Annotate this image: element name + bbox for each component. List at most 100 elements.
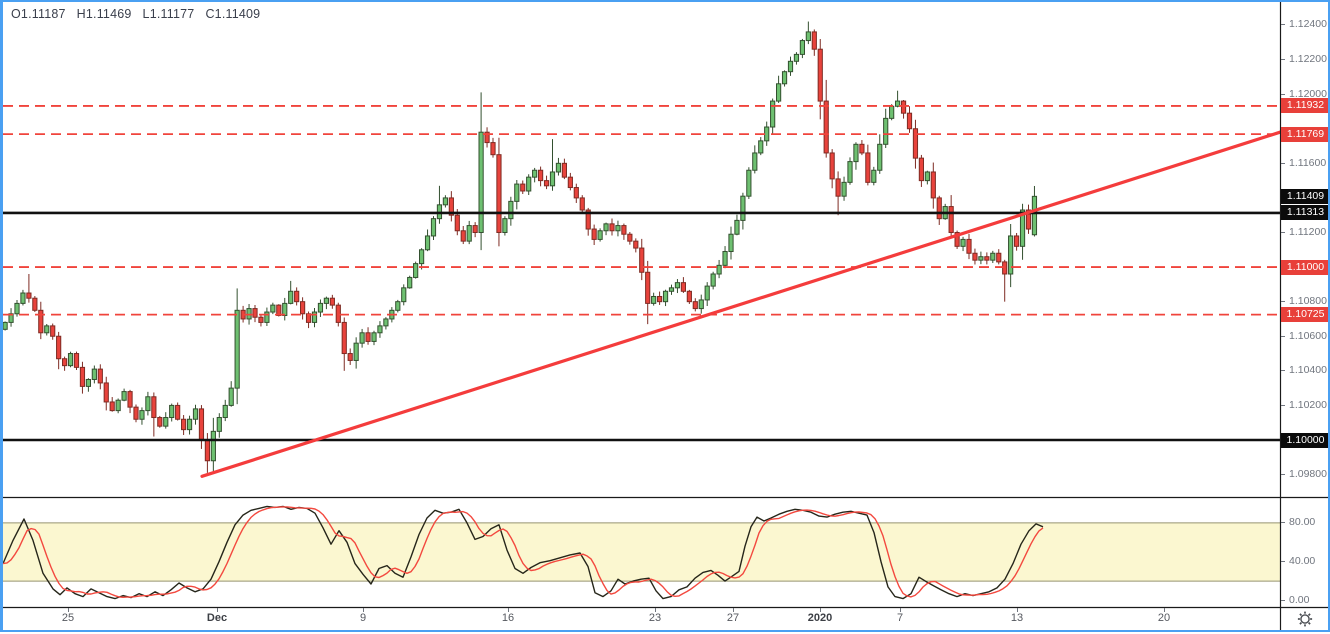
candle-body xyxy=(639,247,645,273)
candle-body xyxy=(216,417,222,432)
candle-body xyxy=(186,418,193,431)
axis-settings-button[interactable] xyxy=(1294,609,1316,629)
candle-body xyxy=(752,152,758,171)
candle-body xyxy=(103,382,109,403)
ohlc-legend: O1.11187 H1.11469 L1.11177 C1.11409 xyxy=(11,7,271,21)
time-tick-label: 20 xyxy=(1157,612,1171,624)
candle-body xyxy=(781,71,788,85)
candle-body xyxy=(139,410,145,420)
candle-body xyxy=(175,404,181,420)
candle-body xyxy=(228,387,234,406)
time-tick-label: 9 xyxy=(359,612,367,624)
candle-body xyxy=(906,112,913,130)
price-tick-label: 1.10200 xyxy=(1289,398,1327,411)
candle-body xyxy=(520,183,526,192)
candle-body xyxy=(716,264,722,275)
candle-body xyxy=(770,100,776,128)
candle-body xyxy=(151,396,157,419)
candle-body xyxy=(395,301,401,311)
candle-body xyxy=(424,235,431,251)
candle-body xyxy=(865,152,871,183)
candle-body xyxy=(960,238,966,247)
candle-body xyxy=(353,342,359,361)
candle-body xyxy=(871,169,877,183)
candle-body xyxy=(109,401,115,412)
price-tick-mark xyxy=(1281,59,1285,61)
candle-body xyxy=(561,162,567,178)
candle-body xyxy=(204,439,211,462)
alert-level-badge: 1.10725 xyxy=(1281,307,1330,323)
candle-body xyxy=(555,162,562,173)
candle-body xyxy=(758,140,764,154)
candle-body xyxy=(579,197,585,211)
candle-body xyxy=(401,287,407,303)
time-tick-label: 25 xyxy=(61,612,75,624)
candle-body xyxy=(734,219,740,235)
candle-body xyxy=(329,297,335,306)
candle-body xyxy=(829,152,835,180)
price-tick-mark xyxy=(1281,93,1285,95)
candle-body xyxy=(936,197,942,220)
candle-body xyxy=(573,187,579,199)
oscillator-tick-label: 80.00 xyxy=(1289,516,1316,529)
candle-body xyxy=(633,240,639,249)
candle-body xyxy=(722,251,728,266)
candle-body xyxy=(264,311,270,323)
price-tick-mark xyxy=(1281,335,1285,337)
candle-body xyxy=(859,143,865,154)
candle-body xyxy=(91,368,97,380)
candle-body xyxy=(1031,195,1038,236)
candle-body xyxy=(466,225,472,242)
candle-body xyxy=(793,53,800,62)
candle-body xyxy=(478,131,484,233)
time-tick-mark xyxy=(1017,608,1018,612)
candle-body xyxy=(710,273,716,287)
candle-body xyxy=(85,378,92,387)
candle-body xyxy=(627,233,633,242)
candle-body xyxy=(38,309,44,334)
time-tick-mark xyxy=(820,608,821,612)
time-tick-label: Dec xyxy=(206,612,228,624)
candle-body xyxy=(50,325,56,337)
candle-body xyxy=(97,368,103,384)
price-level-badge: 1.11409 xyxy=(1281,188,1330,204)
time-tick-label: 23 xyxy=(648,612,662,624)
candle-body xyxy=(978,256,984,261)
price-tick-mark xyxy=(1281,301,1285,303)
ascending-trendline[interactable] xyxy=(200,130,1282,478)
alert-level-badge: 1.11000 xyxy=(1281,259,1330,275)
candle-body xyxy=(300,301,306,315)
candle-body xyxy=(704,285,710,301)
candle-body xyxy=(377,325,383,334)
candle-body xyxy=(877,143,883,171)
candle-body xyxy=(728,233,734,253)
candle-body xyxy=(889,105,895,119)
candle-body xyxy=(549,171,556,187)
candle-body xyxy=(811,31,817,50)
candle-body xyxy=(835,178,841,197)
alert-level-badge: 1.11932 xyxy=(1281,98,1330,114)
candle-body xyxy=(294,290,300,303)
time-tick-mark xyxy=(68,608,69,612)
candle-body xyxy=(1008,235,1014,275)
candle-body xyxy=(674,282,681,289)
time-tick-mark xyxy=(900,608,901,612)
candle-body xyxy=(127,391,133,408)
time-tick-mark xyxy=(217,608,218,612)
candle-body xyxy=(532,169,538,178)
candle-body xyxy=(883,117,889,145)
candle-body xyxy=(484,131,490,144)
candle-body xyxy=(692,301,698,310)
candle-body xyxy=(145,396,151,412)
candle-body xyxy=(383,318,389,327)
time-tick-mark xyxy=(508,608,509,612)
candle-body xyxy=(341,321,347,355)
candle-body xyxy=(163,417,169,427)
price-tick-mark xyxy=(1281,231,1285,233)
candle-body xyxy=(282,302,288,316)
candle-body xyxy=(538,169,544,182)
ohlc-low-value: L1.11177 xyxy=(142,7,195,21)
time-tick-mark xyxy=(363,608,364,612)
candle-body xyxy=(198,408,205,441)
